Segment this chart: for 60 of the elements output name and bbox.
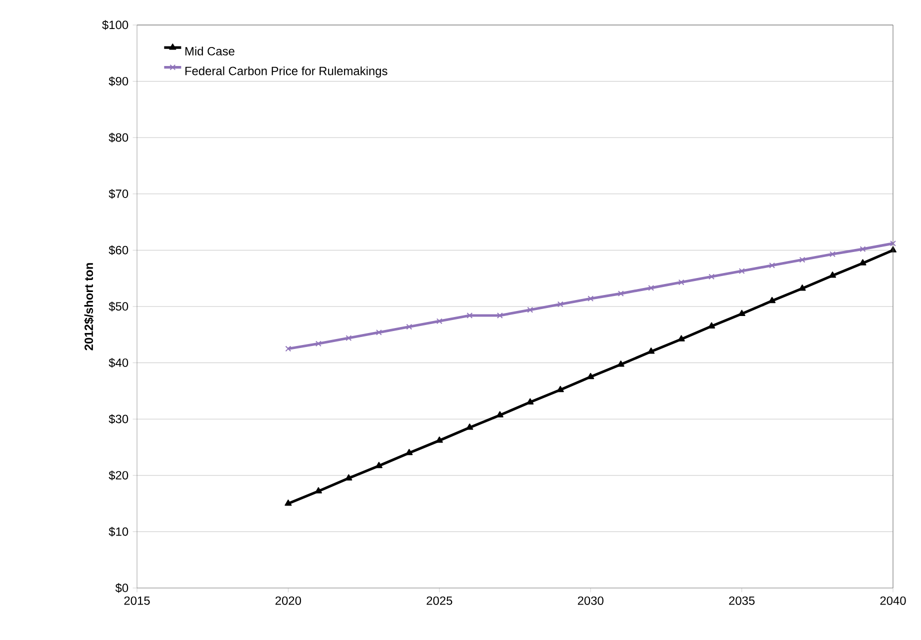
y-tick-label: $100 [102, 20, 128, 30]
point [406, 324, 412, 330]
point [678, 335, 685, 342]
point [799, 256, 806, 263]
point [890, 240, 896, 246]
y-tick-label: $20 [108, 470, 128, 480]
point [738, 268, 745, 274]
point [375, 462, 382, 468]
point [556, 386, 564, 392]
point [738, 310, 746, 316]
point [860, 246, 866, 252]
x-tick-label: 2035 [729, 596, 755, 605]
y-tick-label: $0 [115, 583, 128, 593]
point [376, 329, 382, 336]
y-tick-label: $90 [108, 76, 128, 86]
point [768, 296, 776, 304]
point [587, 372, 594, 380]
x-tick-label: 2040 [880, 596, 906, 605]
point [588, 296, 594, 302]
point [708, 322, 716, 328]
point [618, 290, 624, 297]
y-tick-label: $10 [108, 526, 128, 537]
point [769, 262, 776, 268]
y-tick-label: $60 [108, 245, 128, 256]
point [496, 411, 504, 418]
point [466, 424, 474, 430]
point [345, 474, 352, 480]
point [284, 500, 292, 506]
point [830, 251, 836, 258]
point [346, 335, 352, 341]
x-tick-label: 2030 [578, 596, 604, 605]
point [466, 312, 473, 318]
point [315, 340, 322, 347]
point [798, 284, 806, 291]
point [285, 346, 292, 352]
legend-label: Federal Carbon Price for Rulemakings [185, 66, 388, 78]
point [527, 306, 534, 313]
point [496, 312, 503, 318]
point [648, 348, 655, 354]
point [617, 360, 624, 367]
point [406, 448, 413, 456]
point [436, 436, 443, 443]
point [829, 272, 836, 278]
x-tick-label: 2020 [276, 596, 302, 605]
x-tick-label: 2015 [124, 596, 150, 605]
y-tick-label: $40 [108, 358, 128, 368]
point [648, 284, 654, 291]
legend-label: Mid Case [185, 46, 234, 56]
y-tick-label: $30 [108, 414, 128, 424]
point [859, 259, 866, 266]
point [708, 274, 715, 280]
point [557, 301, 564, 308]
point [526, 398, 534, 404]
y-tick-label: $70 [108, 189, 128, 199]
y-tick-label: $50 [108, 302, 128, 312]
point [436, 318, 442, 324]
y-axis-title: 2012$/short ton [84, 263, 94, 350]
point [678, 279, 684, 286]
x-tick-label: 2025 [426, 596, 452, 605]
y-tick-label: $80 [108, 132, 128, 142]
